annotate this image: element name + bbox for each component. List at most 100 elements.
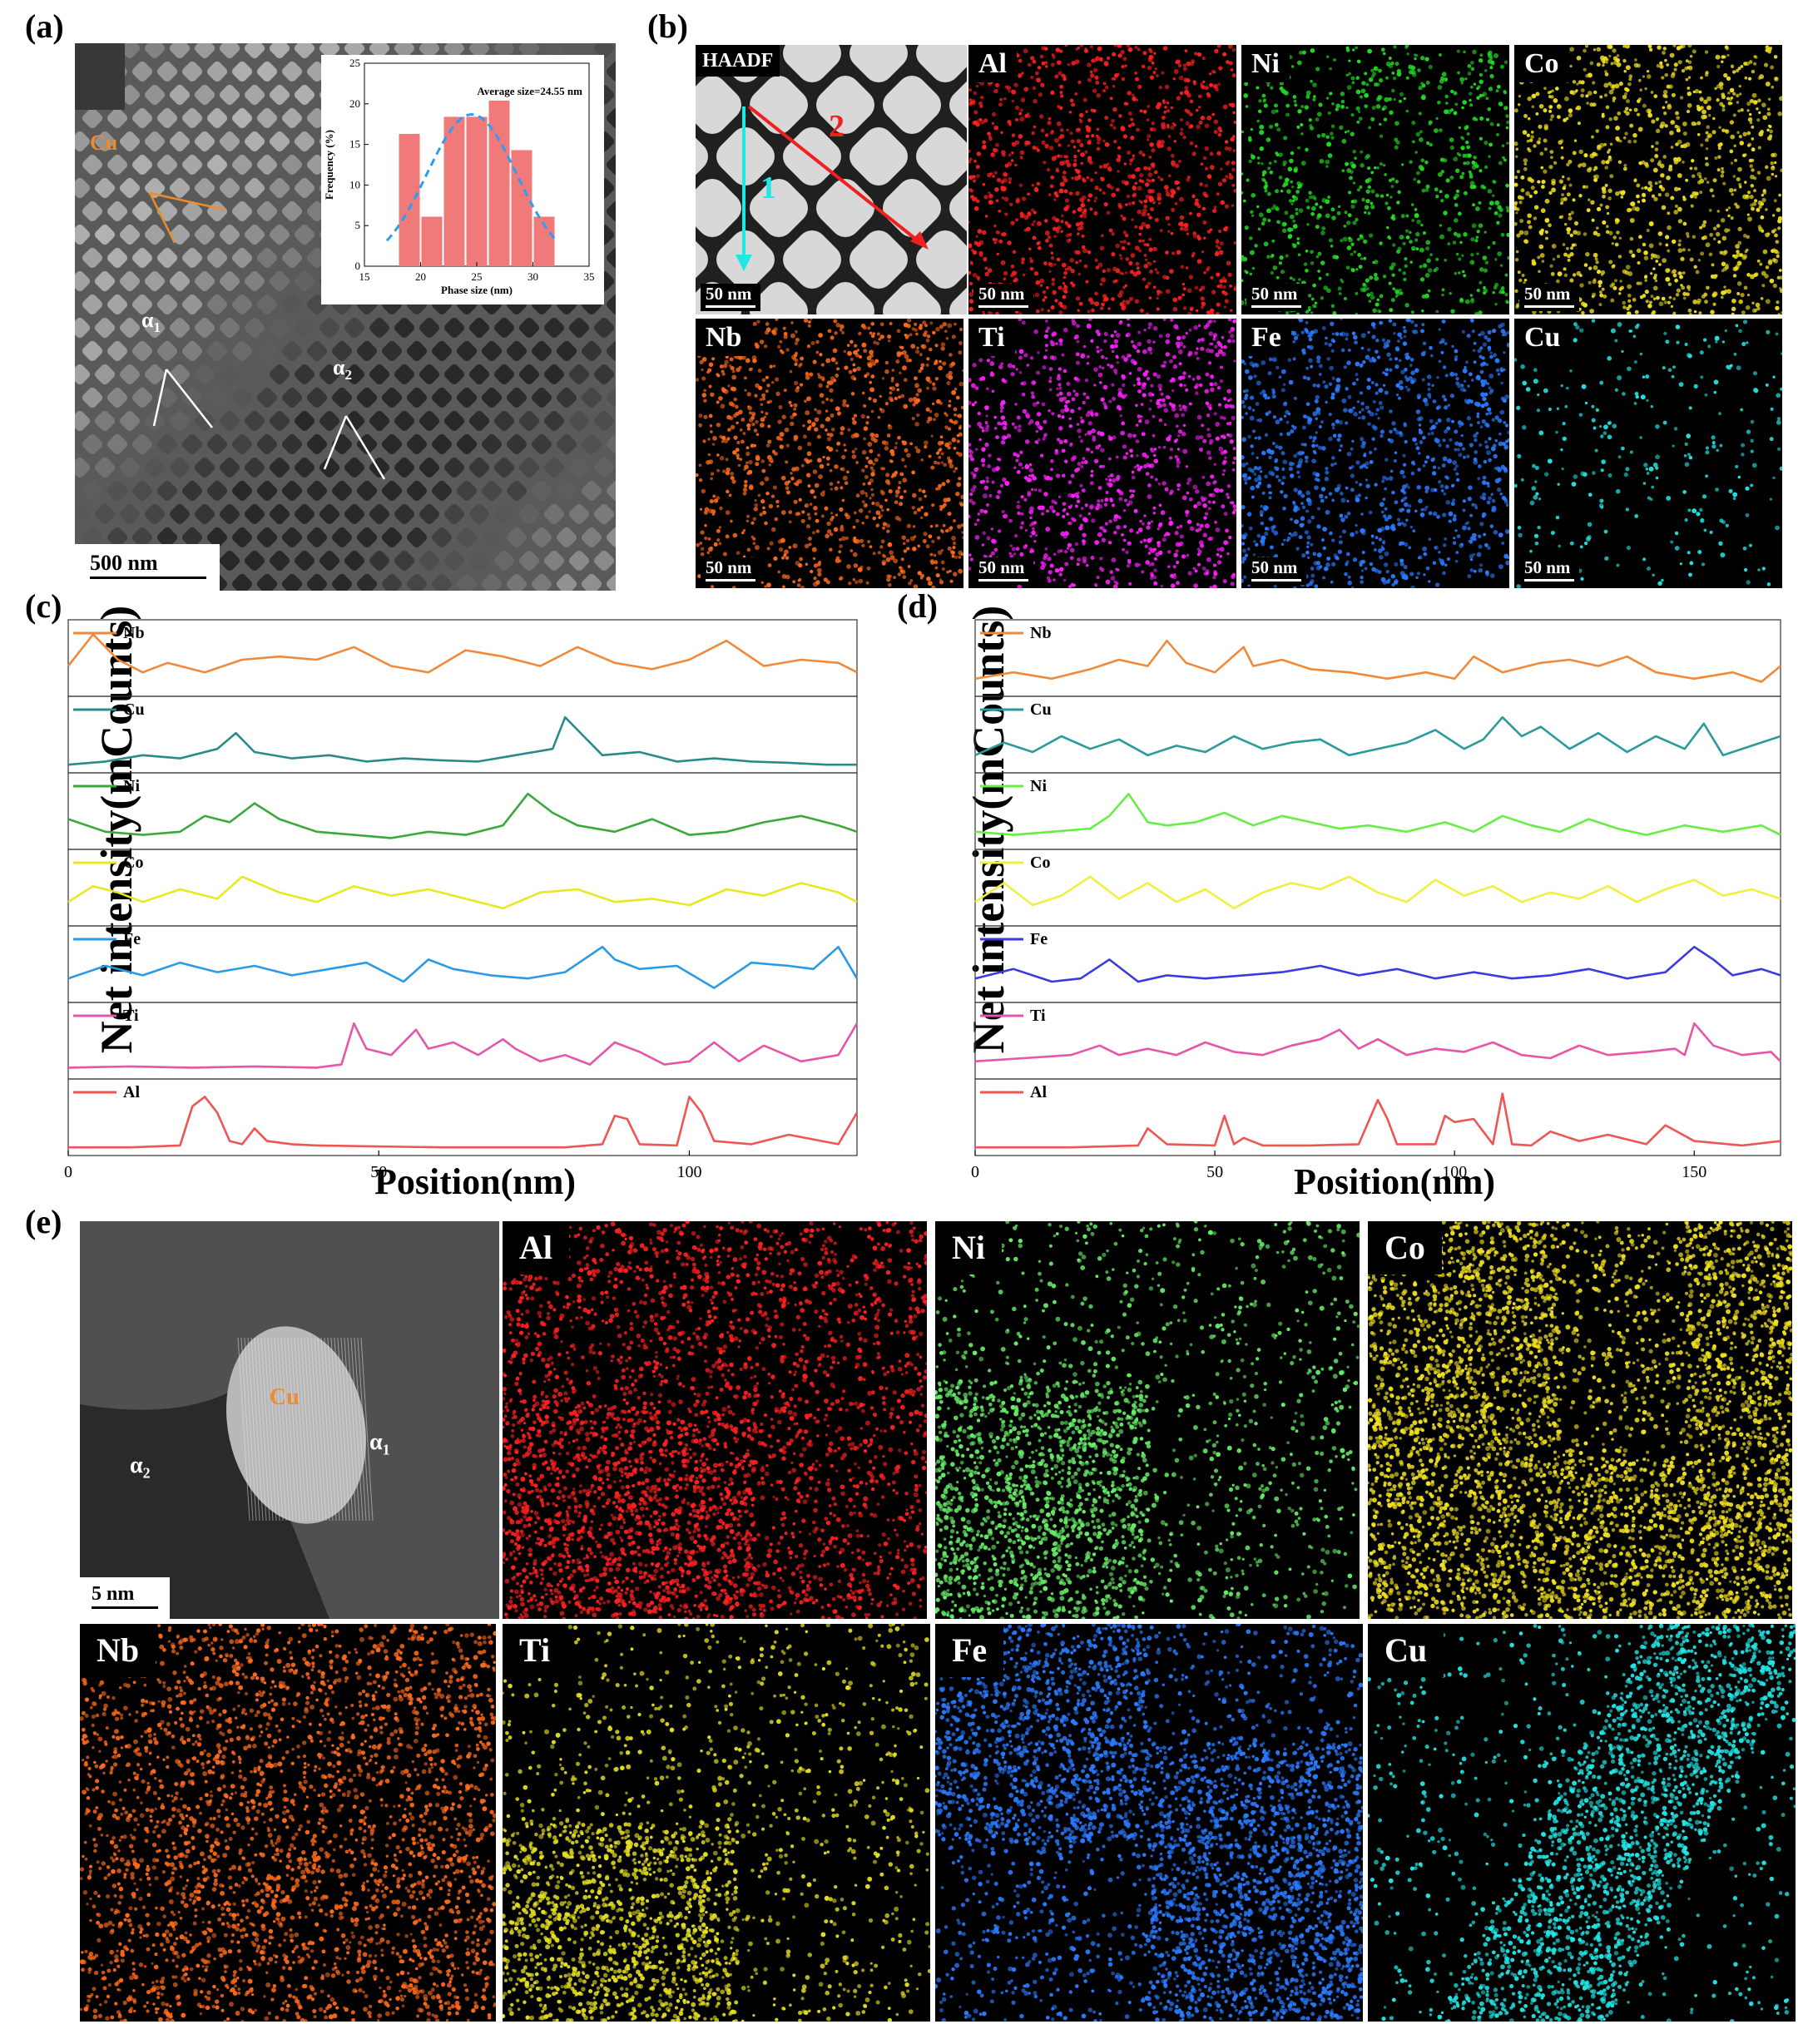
x-ray-count (884, 360, 889, 365)
x-ray-count (1044, 133, 1049, 137)
alpha-phase-particle (606, 294, 616, 315)
x-ray-count (839, 544, 843, 548)
x-ray-count (1344, 131, 1348, 134)
x-ray-count (852, 578, 855, 582)
x-ray-count (1122, 57, 1127, 62)
x-ray-count (1325, 135, 1330, 139)
x-ray-count (1601, 287, 1605, 291)
alpha-phase-particle (306, 387, 328, 408)
x-ray-count (1594, 152, 1598, 157)
x-ray-count (1777, 226, 1781, 230)
x-ray-count (1400, 214, 1405, 219)
x-ray-count (866, 355, 872, 361)
x-ray-count (1489, 57, 1493, 61)
x-ray-count (1733, 188, 1737, 192)
x-ray-count (1653, 196, 1658, 202)
x-ray-count (1219, 129, 1223, 133)
x-ray-count (1743, 285, 1748, 290)
x-ray-count (982, 182, 986, 186)
x-ray-count (1138, 232, 1142, 236)
x-ray-count (836, 441, 841, 446)
x-ray-count (1031, 222, 1035, 226)
x-ray-count (1568, 159, 1573, 164)
x-ray-count (1597, 280, 1602, 285)
x-ray-count (1399, 291, 1404, 295)
alpha-phase-particle (231, 573, 253, 591)
x-ray-count (820, 492, 825, 497)
x-ray-count (867, 326, 871, 330)
x-ray-count (1010, 220, 1015, 225)
x-ray-count (1104, 85, 1109, 90)
x-ray-count (1261, 173, 1266, 177)
x-ray-count (899, 472, 904, 477)
x-ray-count (1087, 198, 1091, 202)
x-ray-count (996, 252, 999, 256)
x-ray-count (1618, 82, 1623, 87)
x-ray-count (947, 323, 953, 329)
alpha-phase-particle (244, 317, 265, 339)
x-ray-count (1063, 275, 1067, 280)
alpha-phase-particle (543, 317, 565, 339)
x-ray-count (1629, 236, 1634, 241)
alpha-phase-particle (443, 43, 465, 59)
x-ray-count (1119, 257, 1123, 260)
x-ray-count (1434, 187, 1439, 192)
x-ray-count (1086, 126, 1092, 131)
x-ray-count (1274, 205, 1279, 210)
alpha-phase-particle (606, 387, 616, 408)
x-ray-count (1520, 175, 1525, 180)
x-ray-count (720, 403, 726, 409)
x-ray-count (873, 340, 877, 344)
x-ray-count (1370, 171, 1375, 175)
x-ray-count (1278, 152, 1283, 157)
alpha-phase-particle (269, 364, 290, 385)
x-ray-count (1077, 309, 1080, 312)
x-ray-count (926, 379, 930, 383)
x-ray-count (1082, 559, 1087, 564)
x-ray-count (732, 450, 737, 455)
x-ray-count (913, 584, 919, 588)
x-ray-count (1685, 231, 1690, 236)
x-ray-count (931, 402, 935, 406)
x-ray-count (767, 424, 771, 428)
x-ray-count (1216, 45, 1221, 48)
x-ray-count (1632, 132, 1637, 138)
x-ray-count (1766, 111, 1771, 116)
x-ray-count (933, 418, 936, 422)
x-ray-count (1604, 70, 1607, 73)
x-ray-count (1538, 270, 1541, 274)
x-ray-count (1200, 285, 1206, 290)
x-ray-count (1097, 262, 1103, 268)
x-ray-count (1171, 121, 1175, 126)
x-ray-count (1700, 76, 1703, 80)
alpha-phase-particle (169, 224, 191, 245)
x-ray-count (1355, 268, 1359, 271)
x-ray-count (1616, 54, 1620, 57)
x-ray-count (1305, 95, 1310, 100)
x-ray-count (792, 356, 797, 361)
x-ray-count (1716, 168, 1721, 172)
x-ray-count (815, 529, 820, 533)
x-ray-count (1310, 126, 1315, 131)
alpha-phase-particle (419, 503, 440, 525)
x-ray-count (925, 363, 929, 368)
x-ray-count (1496, 84, 1501, 89)
x-ray-count (1553, 98, 1558, 103)
x-ray-count (1241, 255, 1245, 259)
x-ray-count (1642, 75, 1646, 78)
x-ray-count (871, 501, 875, 506)
x-ray-count (1220, 200, 1225, 205)
x-ray-count (1704, 299, 1708, 304)
x-ray-count (1520, 188, 1525, 193)
x-ray-count (1736, 101, 1740, 104)
x-ray-count (1258, 212, 1264, 218)
bright-phase-particle (850, 45, 908, 82)
x-ray-count (1231, 47, 1236, 52)
x-ray-count (1029, 259, 1034, 264)
x-ray-count (1224, 140, 1229, 144)
eds-map-ni: Ni 50 nm (1241, 45, 1509, 314)
x-ray-count (1124, 64, 1127, 67)
x-ray-count (1716, 224, 1721, 228)
x-ray-count (800, 463, 805, 468)
alpha-phase-particle (194, 84, 215, 106)
